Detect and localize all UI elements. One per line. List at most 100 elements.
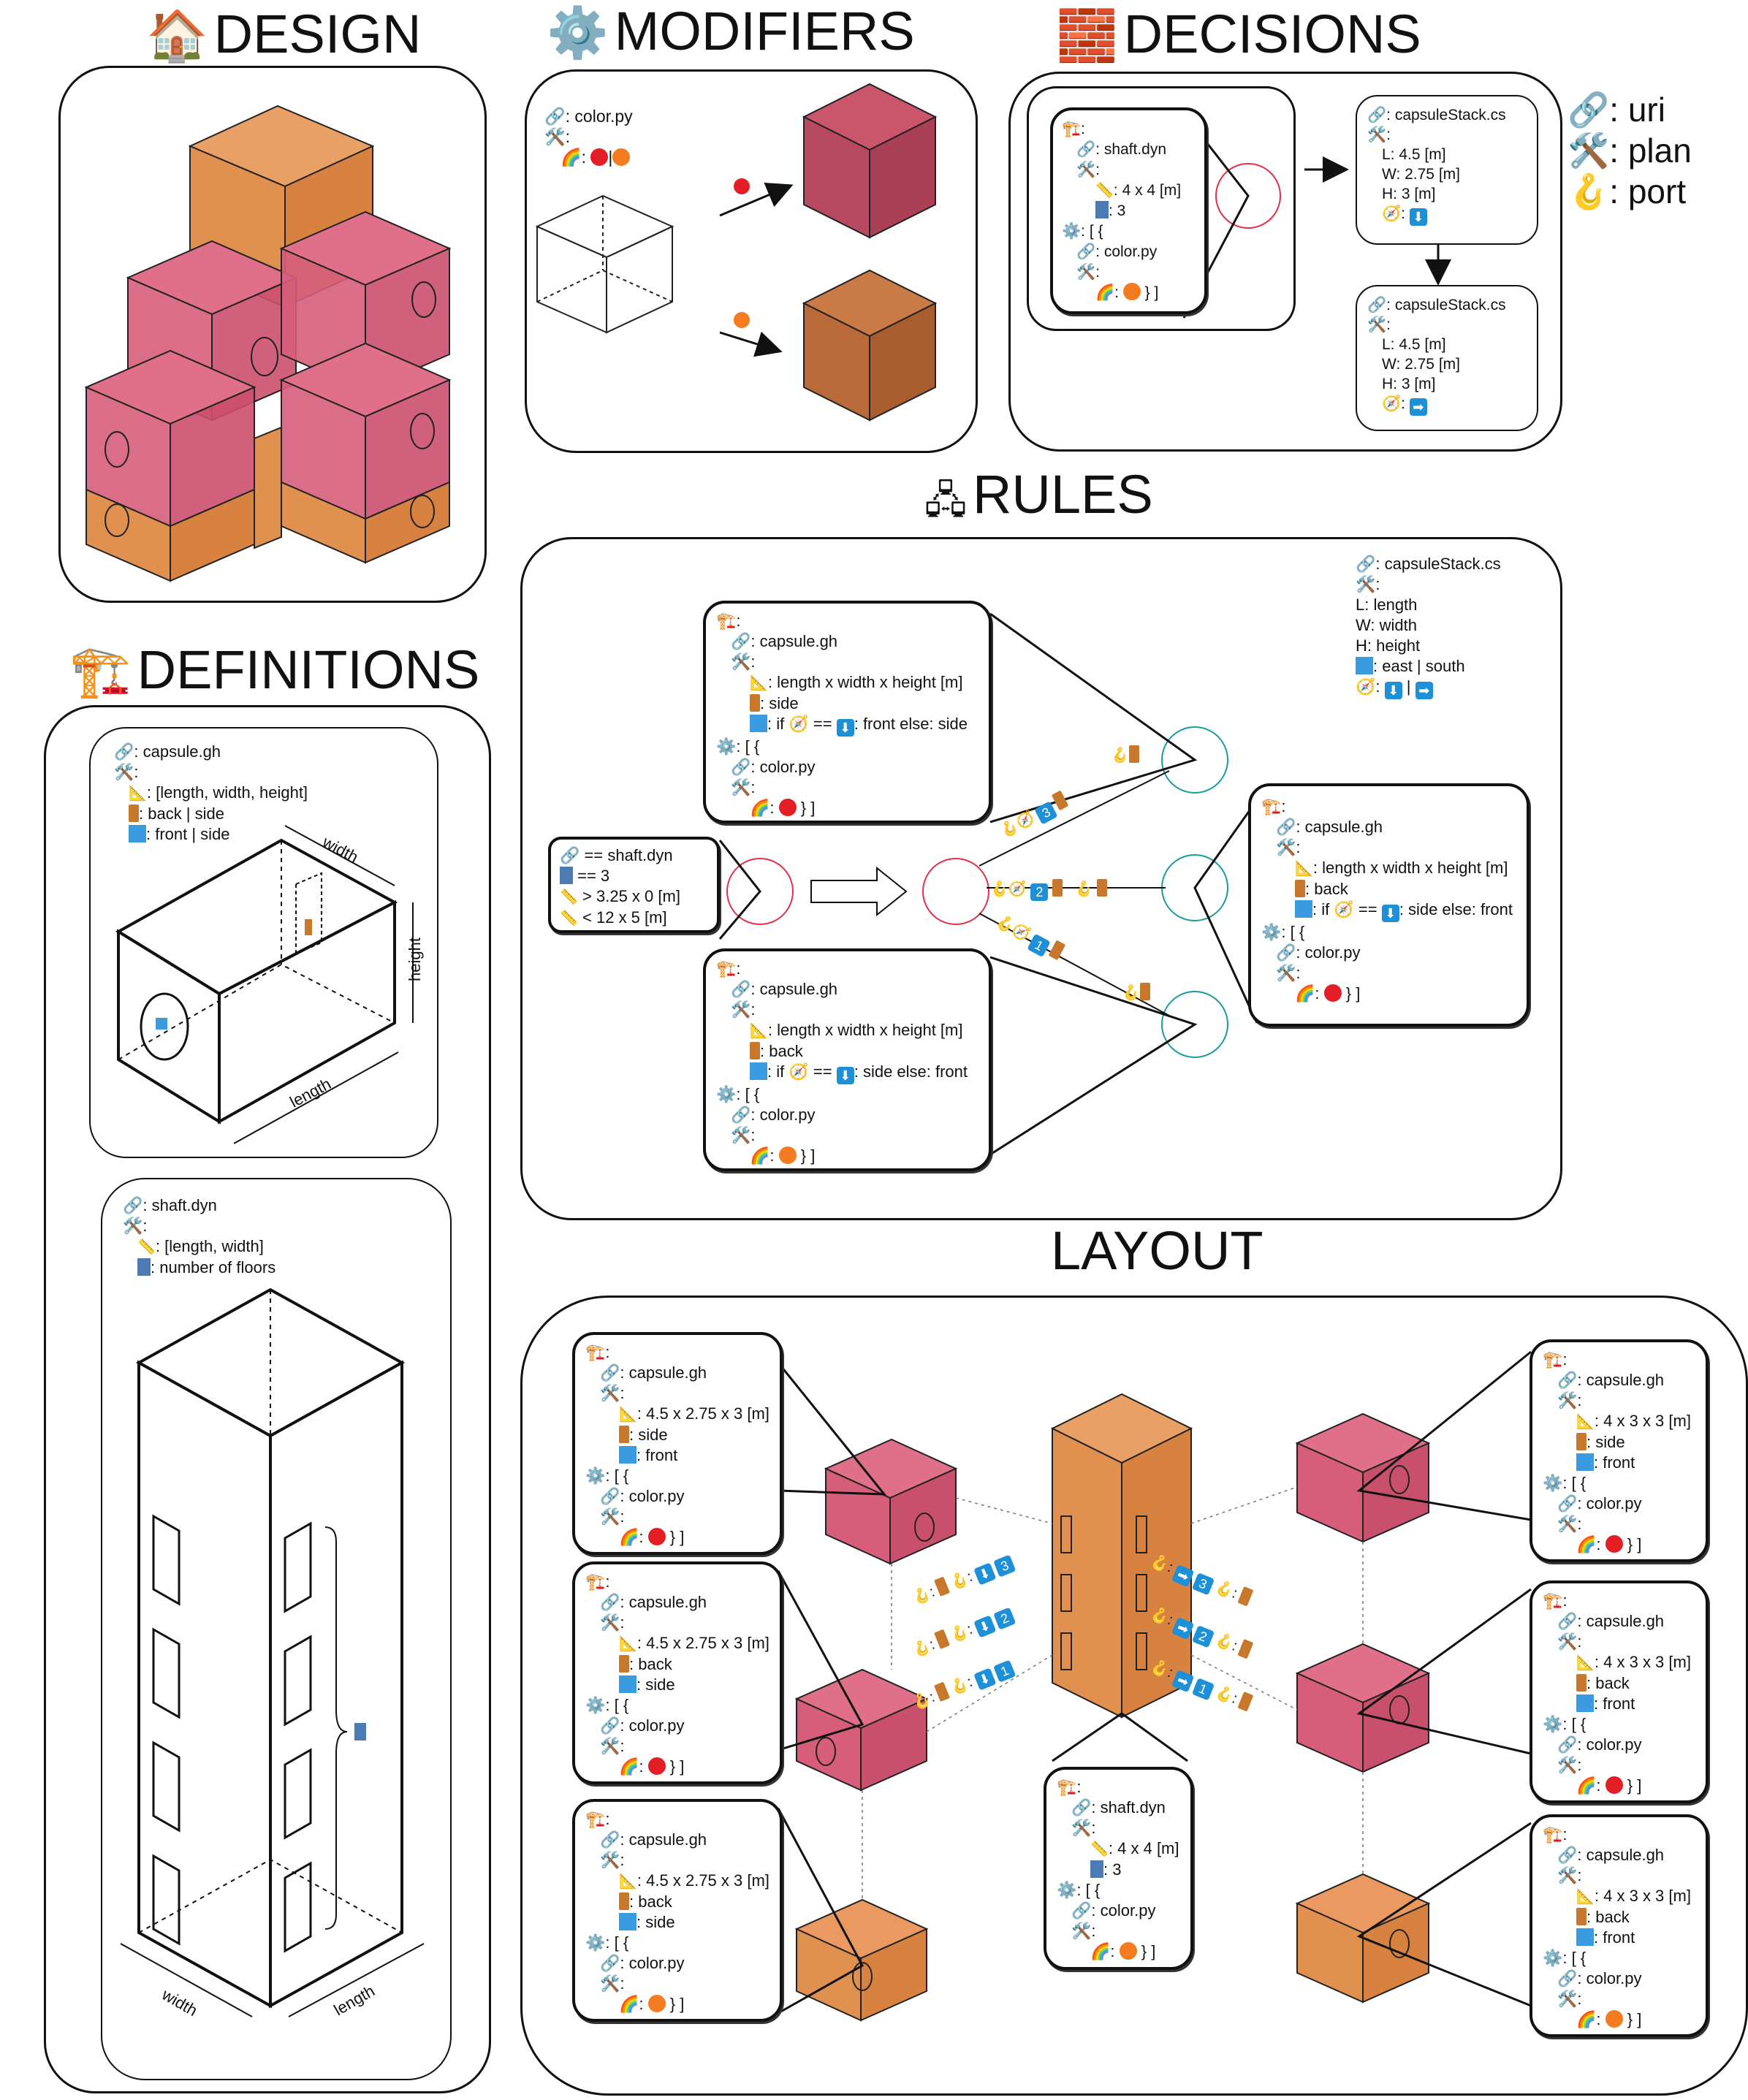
rainbow-icon: 🌈 [1576, 1776, 1597, 1795]
modifier-uri-row: 🔗: color.py [544, 107, 633, 126]
rainbow-icon: 🌈 [619, 1528, 639, 1546]
rules-capsule-right: 🏗️: 🔗: capsule.gh 🛠️: 📐: length x width … [1248, 783, 1530, 1027]
link-icon: 🔗 [600, 1363, 620, 1382]
triangle-ruler-icon: 📐 [1295, 861, 1313, 877]
modifiers-orange-cube [802, 269, 938, 422]
link-icon: 🔗 [114, 742, 134, 761]
crane-icon: 🏗️ [69, 644, 132, 699]
brick-icon: 🧱 [1056, 8, 1118, 64]
door-icon [619, 1892, 629, 1910]
rules-stack-spec: 🔗: capsuleStack.cs 🛠️: L: length W: widt… [1356, 555, 1501, 699]
window-icon [1576, 1694, 1594, 1712]
door-icon [934, 1681, 951, 1703]
hook-icon: 🪝 [1212, 1578, 1236, 1601]
hook-icon: 🪝 [948, 1675, 971, 1697]
door-icon [619, 1655, 629, 1673]
decisions-title: 🧱 DECISIONS [1056, 4, 1421, 64]
window-icon [619, 1913, 636, 1930]
tools-icon: 🛠️ [731, 778, 751, 796]
ruler-icon: 📏 [560, 910, 578, 927]
tools-icon: 🛠️ [1356, 575, 1376, 593]
layout-right-capsule-box: 🏗️: 🔗: capsule.gh 🛠️: 📐: 4 x 3 x 3 [m]: bac… [1530, 1814, 1709, 2037]
door-icon [750, 694, 760, 712]
direction-down-badge: ⬇ [836, 1067, 854, 1084]
hook-icon: 🪝 [948, 1570, 971, 1592]
door-icon [1295, 880, 1305, 897]
decision-shaft-box: 🏗️: 🔗: shaft.dyn 🛠️: 📏: 4 x 4 [m] : 3 ⚙️… [1050, 107, 1207, 314]
hook-icon: 🪝 [1122, 985, 1140, 1001]
gear-icon: ⚙️ [716, 1085, 737, 1103]
door-icon [1576, 1674, 1586, 1692]
rules-capsule-bottom: 🏗️: 🔗: capsule.gh 🛠️: 📐: length x width … [703, 948, 992, 1171]
link-icon: 🔗 [731, 1106, 751, 1124]
link-icon: 🔗 [1557, 1494, 1578, 1513]
link-icon: 🔗 [1557, 1371, 1578, 1389]
triangle-ruler-icon: 📐 [750, 1023, 768, 1039]
definitions-title: 🏗️ DEFINITIONS [69, 639, 480, 700]
orange-dot [1119, 1942, 1137, 1960]
crane-icon: 🏗️ [716, 959, 737, 978]
modifier-color-row: 🌈: | [544, 147, 633, 167]
gear-icon: ⚙️ [1543, 1474, 1563, 1492]
window-icon [619, 1446, 636, 1464]
link-icon: 🔗 [1568, 91, 1610, 129]
tools-icon: 🛠️ [1557, 1756, 1578, 1774]
window-icon [1576, 1453, 1594, 1471]
ruler-icon: 📏 [560, 889, 578, 905]
window-icon [129, 825, 146, 842]
red-dot [1323, 984, 1342, 1002]
house-icon: 🏠 [146, 8, 208, 64]
window-icon [750, 715, 767, 732]
door-icon [1576, 1433, 1586, 1450]
layout-left-capsule-box: 🏗️: 🔗: capsule.gh 🛠️: 📐: 4.5 x 2.75 x 3 [m]… [572, 1561, 783, 1784]
door-icon [750, 1042, 760, 1059]
rainbow-icon: 🌈 [750, 1146, 770, 1165]
layout-shaft-illustration [1050, 1393, 1193, 1719]
window-icon [1356, 657, 1373, 674]
red-dot [590, 148, 609, 166]
crane-icon: 🏗️ [1062, 121, 1082, 137]
compass-icon: 🧭 [1382, 205, 1402, 222]
definition-capsule-box: 🔗: capsule.gh 🛠️: 📐: [length, width, hei… [89, 727, 438, 1158]
link-icon: 🔗 [1356, 555, 1376, 573]
rainbow-icon: 🌈 [1095, 284, 1115, 301]
compass-icon: 🧭 [1382, 395, 1402, 412]
modifiers-spec: 🔗: color.py 🛠️: 🌈: | [544, 106, 633, 167]
rainbow-icon: 🌈 [560, 148, 582, 167]
orange-dot [612, 148, 631, 166]
orange-dot [1605, 2010, 1623, 2028]
layout-right-capsule-box: 🏗️: 🔗: capsule.gh 🛠️: 📐: 4 x 3 x 3 [m]: bac… [1530, 1580, 1709, 1803]
definition-shaft-box: 🔗: shaft.dyn 🛠️: 📏: [length, width] : nu… [101, 1178, 452, 2080]
door-icon [1097, 879, 1108, 897]
modifiers-wire-cube [535, 194, 674, 334]
decision-stack-box-1: 🔗: capsuleStack.cs 🛠️: L: 4.5 [m] W: 2.7… [1356, 95, 1538, 245]
gear-icon: ⚙️ [1057, 1881, 1077, 1899]
compass-icon: 🧭 [1356, 677, 1376, 696]
rules-port-node-bottom [1161, 991, 1228, 1058]
direction-right-badge: ➡ [1415, 682, 1433, 699]
hook-icon: 🪝 [1212, 1631, 1236, 1654]
link-icon: 🔗 [1071, 1901, 1092, 1920]
definition-shaft-illustration [120, 1287, 425, 2017]
rules-title: 🖧 RULES [924, 464, 1153, 525]
rules-result-node [922, 858, 989, 925]
layout-left-capsule-box: 🏗️: 🔗: capsule.gh 🛠️: 📐: 4.5 x 2.75 x 3 [m]… [572, 1332, 783, 1555]
tools-icon: 🛠️ [1557, 1391, 1578, 1409]
decision-stack-box-2: 🔗: capsuleStack.cs 🛠️: L: 4.5 [m] W: 2.7… [1356, 285, 1538, 431]
triangle-ruler-icon: 📐 [1576, 1414, 1595, 1430]
compass-icon: 🧭 [788, 715, 809, 733]
orange-dot [734, 312, 750, 328]
rules-port-mark-top: 🪝 [1111, 745, 1139, 764]
compass-icon: 🧭 [1334, 900, 1354, 918]
crane-icon: 🏗️ [585, 1572, 606, 1591]
crane-icon: 🏗️ [1057, 1778, 1077, 1796]
door-icon [1128, 745, 1139, 763]
link-icon: 🔗 [600, 1830, 620, 1849]
design-stack-illustration [84, 104, 452, 582]
direction-down-badge: ⬇ [836, 719, 854, 737]
tools-icon: 🛠️ [1557, 1632, 1578, 1651]
tools-icon: 🛠️ [1276, 838, 1296, 856]
link-icon: 🔗 [1071, 1798, 1092, 1816]
ruler-icon: 📏 [137, 1239, 156, 1255]
triangle-ruler-icon: 📐 [619, 1636, 637, 1652]
